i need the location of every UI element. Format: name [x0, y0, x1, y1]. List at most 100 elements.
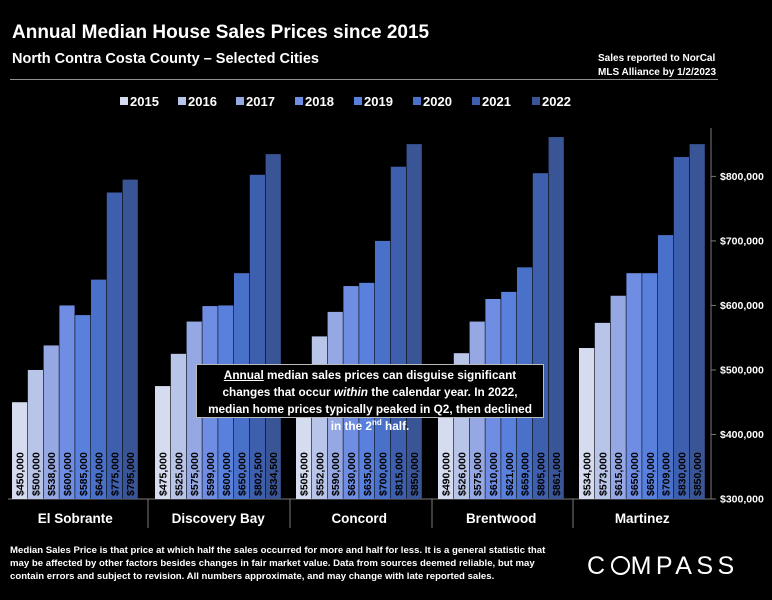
legend-label: 2022 [542, 94, 571, 109]
y-tick-label: $400,000 [720, 429, 764, 441]
bar-martinez-2016 [594, 322, 610, 499]
callout-annual: Annual [223, 368, 264, 382]
compass-logo: C MPASS [587, 552, 739, 581]
y-tick-label: $700,000 [720, 235, 764, 247]
bar-value-label: $590,000 [330, 452, 342, 496]
bar-martinez-2019 [642, 273, 658, 499]
bar-value-label: $538,000 [46, 452, 58, 496]
bar-value-label: $830,000 [676, 452, 688, 496]
bar-concord-2022 [406, 144, 422, 499]
bar-value-label: $552,000 [314, 452, 326, 496]
legend-label: 2020 [423, 94, 452, 109]
bar-value-label: $650,000 [629, 452, 641, 496]
bar-value-label: $621,000 [504, 452, 516, 496]
y-tick-label: $300,000 [720, 494, 764, 506]
bar-value-label: $850,000 [409, 452, 421, 496]
bar-value-label: $850,000 [692, 452, 704, 496]
bar-value-label: $709,000 [661, 452, 673, 496]
logo-right: MPASS [630, 552, 739, 580]
source-line-1: Sales reported to NorCal [598, 53, 716, 64]
legend-label: 2019 [364, 94, 393, 109]
legend-swatch [120, 97, 128, 105]
header-divider [10, 79, 718, 80]
bar-value-label: $600,000 [221, 452, 233, 496]
bar-martinez-2022 [689, 144, 705, 499]
y-tick-label: $800,000 [720, 171, 764, 183]
logo-left: C [587, 552, 610, 580]
category-label: Brentwood [466, 511, 537, 526]
bar-discovery-bay-2021 [249, 174, 265, 499]
bar-brentwood-2022 [548, 137, 564, 499]
legend-swatch [236, 97, 244, 105]
bar-value-label: $500,000 [30, 452, 42, 496]
bar-value-label: $585,000 [78, 452, 90, 496]
chart-title: Annual Median House Sales Prices since 2… [12, 22, 430, 43]
bar-value-label: $650,000 [645, 452, 657, 496]
legend-swatch [354, 97, 362, 105]
bar-concord-2021 [390, 166, 406, 499]
logo-circle-icon [610, 556, 630, 575]
category-label: Discovery Bay [172, 511, 266, 526]
bar-value-label: $534,000 [582, 452, 594, 496]
bar-martinez-2020 [658, 235, 674, 500]
legend-swatch [532, 97, 540, 105]
bar-value-label: $599,000 [205, 452, 217, 496]
bar-value-label: $805,000 [535, 452, 547, 496]
bar-martinez-2021 [673, 157, 689, 499]
bar-el-sobrante-2018 [59, 305, 75, 499]
bar-value-label: $575,000 [189, 452, 201, 496]
bar-el-sobrante-2020 [91, 279, 107, 499]
bar-value-label: $505,000 [299, 452, 311, 496]
callout-sup: nd [371, 418, 382, 428]
callout-within: within [333, 385, 368, 399]
callout-text-2: the calendar year. In 2022, median home … [208, 385, 532, 433]
bar-value-label: $490,000 [441, 452, 453, 496]
bar-el-sobrante-2022 [122, 179, 138, 500]
y-tick-label: $500,000 [720, 364, 764, 376]
bar-value-label: $526,000 [456, 452, 468, 496]
callout-text-3: half. [381, 419, 410, 433]
callout-text-1: median sales prices can disguise signifi… [222, 368, 517, 399]
bar-value-label: $610,000 [488, 452, 500, 496]
bar-value-label: $635,000 [362, 452, 374, 496]
bar-martinez-2017 [610, 295, 626, 499]
chart-subtitle: North Contra Costa County – Selected Cit… [12, 51, 319, 67]
bar-value-label: $795,000 [125, 452, 137, 496]
bar-value-label: $475,000 [158, 452, 170, 496]
legend-label: 2021 [482, 94, 511, 109]
bar-value-label: $802,500 [252, 452, 264, 496]
bar-value-label: $615,000 [613, 452, 625, 496]
bar-value-label: $815,000 [393, 452, 405, 496]
bar-el-sobrante-2019 [75, 315, 91, 499]
source-note: Sales reported to NorCal MLS Alliance by… [598, 52, 716, 80]
bar-value-label: $525,000 [173, 452, 185, 496]
footnote: Median Sales Price is that price at whic… [10, 545, 546, 582]
bar-value-label: $575,000 [472, 452, 484, 496]
legend-swatch [295, 97, 303, 105]
bar-value-label: $700,000 [378, 452, 390, 496]
bar-value-label: $834,500 [268, 452, 280, 496]
bar-el-sobrante-2021 [106, 192, 122, 500]
bar-el-sobrante-2015 [12, 402, 28, 499]
bar-discovery-bay-2015 [155, 386, 171, 499]
bar-value-label: $450,000 [15, 452, 27, 496]
category-label: El Sobrante [38, 511, 114, 526]
bar-value-label: $775,000 [109, 452, 121, 496]
bar-value-label: $640,000 [94, 452, 106, 496]
y-tick-label: $600,000 [720, 300, 764, 312]
bar-el-sobrante-2016 [27, 369, 43, 499]
bar-el-sobrante-2017 [43, 345, 59, 499]
legend-label: 2015 [130, 94, 159, 109]
legend-label: 2016 [188, 94, 217, 109]
category-label: Concord [331, 511, 387, 526]
bar-value-label: $630,000 [346, 452, 358, 496]
bar-value-label: $573,000 [597, 452, 609, 496]
source-line-2: MLS Alliance by 1/2/2023 [598, 67, 717, 78]
category-label: Martinez [615, 511, 670, 526]
bar-discovery-bay-2022 [265, 154, 281, 500]
bar-value-label: $659,000 [520, 452, 532, 496]
bar-martinez-2015 [579, 348, 595, 499]
legend-swatch [178, 97, 186, 105]
bar-discovery-bay-2016 [170, 353, 186, 499]
